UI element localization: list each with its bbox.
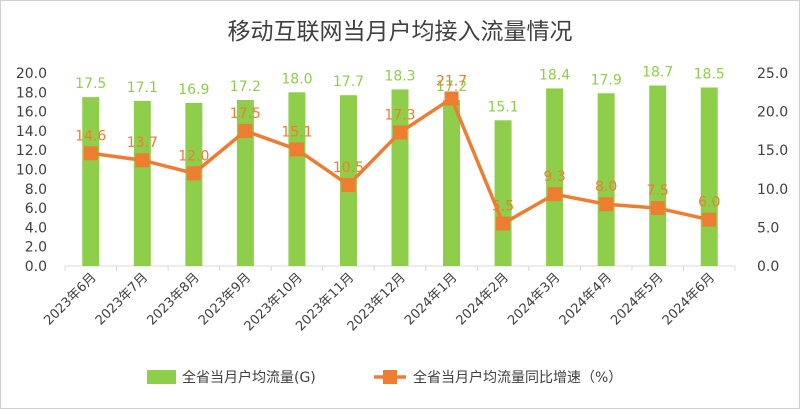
line-marker — [393, 125, 407, 140]
bar-data-label: 17.1 — [127, 80, 158, 96]
bar — [546, 88, 564, 266]
line-marker — [444, 91, 459, 106]
line-marker — [496, 216, 511, 231]
legend: 全省当月户均流量(G) 全省当月户均流量同比增速（%） — [147, 369, 622, 386]
bar — [185, 102, 203, 266]
line-marker — [547, 187, 562, 202]
y-left-tick-label: 0.0 — [25, 259, 47, 275]
y-left-tick-label: 4.0 — [25, 220, 47, 236]
line-marker — [599, 197, 614, 212]
line-marker — [341, 177, 356, 192]
y-left-tick-label: 12.0 — [16, 143, 47, 159]
line-data-label: 14.6 — [75, 128, 106, 144]
x-tick-label: 2024年5月 — [608, 270, 666, 328]
x-tick-label: 2024年2月 — [454, 270, 512, 328]
y-right-tick-label: 15.0 — [757, 143, 788, 159]
y-left-tick-label: 2.0 — [25, 240, 47, 256]
y-left-tick-label: 8.0 — [25, 182, 47, 198]
bar — [236, 100, 254, 267]
line-series — [83, 91, 717, 231]
legend-line-label: 全省当月户均流量同比增速（%） — [413, 369, 622, 386]
y-left-tick-label: 20.0 — [16, 66, 47, 82]
line-marker — [702, 212, 717, 227]
legend-bar-swatch — [147, 370, 176, 384]
bar-data-label: 18.5 — [694, 66, 725, 82]
y-right-tick-label: 10.0 — [757, 182, 788, 198]
legend-bar-label: 全省当月户均流量(G) — [182, 369, 316, 386]
bar — [443, 100, 461, 267]
y-left-tick-label: 10.0 — [16, 163, 47, 179]
x-tick-label: 2024年4月 — [557, 270, 615, 328]
line-data-label: 6.0 — [698, 195, 720, 211]
line-marker — [289, 142, 304, 157]
line-data-label: 13.7 — [127, 135, 158, 151]
bar-data-label: 15.1 — [487, 99, 518, 115]
line-data-label: 17.5 — [230, 106, 261, 122]
bar-data-label: 18.3 — [384, 68, 415, 84]
data-labels: 17.5 17.1 16.9 17.2 18.0 17.7 18.3 17.2 15.1 18.4… — [75, 65, 725, 215]
line-marker — [650, 201, 665, 216]
x-tick-label: 2024年3月 — [505, 270, 563, 328]
line-data-label: 21.7 — [436, 73, 467, 89]
bar — [133, 100, 151, 266]
x-tick-label: 2023年6月 — [41, 270, 99, 328]
y-left-tick-label: 6.0 — [25, 201, 47, 217]
line-marker — [135, 153, 150, 168]
line-marker — [238, 123, 253, 138]
bar — [82, 97, 100, 266]
y-left-tick-label: 16.0 — [16, 105, 47, 121]
line-data-label: 10.5 — [333, 160, 364, 176]
bar-data-label: 18.4 — [539, 67, 570, 83]
x-tick-label: 2023年8月 — [144, 270, 202, 328]
y-right-tick-label: 25.0 — [757, 66, 788, 82]
bar-data-label: 17.2 — [230, 79, 261, 95]
bar-data-label: 17.7 — [333, 74, 364, 90]
y-right-tick-label: 0.0 — [757, 259, 779, 275]
line-data-label: 8.0 — [595, 179, 617, 195]
bar-data-label: 18.7 — [642, 65, 673, 81]
line-data-label: 12.0 — [178, 148, 209, 164]
bar — [700, 87, 718, 266]
y-left-tick-label: 18.0 — [16, 85, 47, 101]
chart-title: 移动互联网当月户均接入流量情况 — [227, 19, 573, 45]
line-data-label: 7.5 — [647, 183, 669, 199]
line-marker — [186, 166, 201, 181]
bar-data-label: 17.9 — [591, 72, 622, 88]
bar-data-label: 18.0 — [281, 71, 312, 87]
legend-line-marker — [383, 370, 397, 384]
bar-data-label: 16.9 — [178, 82, 209, 98]
bar — [649, 85, 667, 266]
x-tick-label: 2024年1月 — [402, 270, 460, 328]
line-data-label: 17.3 — [384, 107, 415, 123]
x-tick-label: 2024年6月 — [660, 270, 718, 328]
y-right-tick-label: 5.0 — [757, 220, 779, 236]
y-right-tick-label: 20.0 — [757, 105, 788, 121]
line-data-label: 15.1 — [281, 124, 312, 140]
bar — [597, 93, 615, 266]
line-marker — [83, 146, 98, 161]
x-tick-label: 2023年7月 — [93, 270, 151, 328]
line-data-label: 5.5 — [492, 199, 514, 215]
y-left-tick-label: 14.0 — [16, 124, 47, 140]
bar-data-label: 17.2 — [436, 79, 467, 95]
bar — [288, 92, 306, 266]
bar — [494, 120, 512, 266]
bar-data-label: 17.5 — [75, 76, 106, 92]
line-data-label: 9.3 — [543, 169, 565, 185]
